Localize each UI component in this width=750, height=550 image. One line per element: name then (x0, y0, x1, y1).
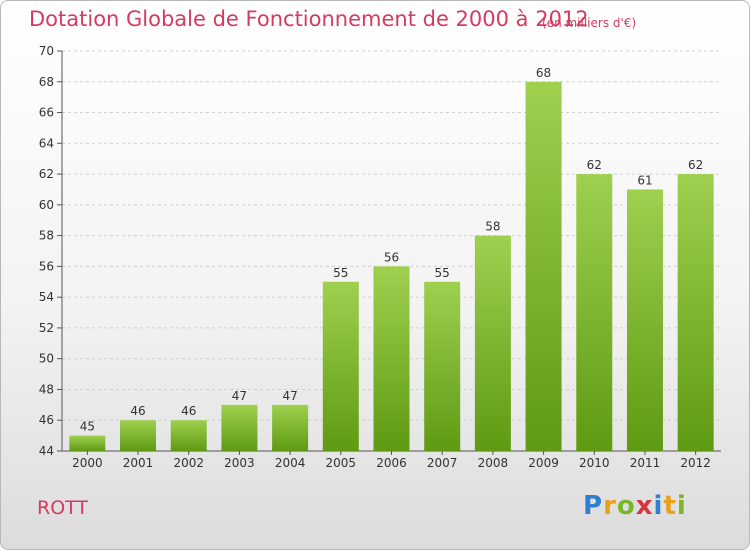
chart-subtitle: (en milliers d'€) (542, 16, 637, 30)
bar (221, 404, 258, 451)
bar-value-label: 46 (130, 404, 145, 418)
x-tick-label: 2001 (123, 456, 154, 470)
bar (626, 189, 663, 451)
proxiti-logo: Proxiti (583, 491, 687, 521)
bar (424, 281, 461, 451)
x-tick-label: 2005 (326, 456, 357, 470)
bar (525, 81, 562, 452)
x-tick-label: 2008 (478, 456, 509, 470)
bars (69, 81, 714, 452)
chart-title: Dotation Globale de Fonctionnement de 20… (29, 7, 589, 31)
x-tick-label: 2012 (680, 456, 711, 470)
labels: 45 2000 46 2001 46 2002 47 2003 47 2004 55 2005 56 20… (72, 66, 711, 470)
x-tick-label: 2006 (376, 456, 407, 470)
bar-value-label: 68 (536, 66, 551, 80)
x-tick-label: 2009 (528, 456, 559, 470)
bar (69, 435, 106, 451)
x-tick-label: 2010 (579, 456, 610, 470)
y-tick-label: 52 (39, 321, 54, 335)
bar (322, 281, 359, 451)
y-tick-label: 50 (39, 352, 54, 366)
bar-value-label: 46 (181, 404, 196, 418)
bar-value-label: 45 (80, 420, 95, 434)
bar-value-label: 61 (637, 173, 652, 187)
y-tick-label: 70 (39, 44, 54, 58)
bar (120, 420, 157, 451)
y-tick-label: 62 (39, 167, 54, 181)
y-tick-label: 68 (39, 75, 54, 89)
y-tick-label: 58 (39, 229, 54, 243)
bar (373, 266, 410, 451)
bar (677, 174, 714, 452)
commune-name: ROTT (37, 497, 89, 519)
bar (474, 235, 511, 451)
bar-value-label: 47 (232, 389, 247, 403)
y-tick-label: 46 (39, 413, 54, 427)
x-tick-label: 2004 (275, 456, 306, 470)
bar-value-label: 55 (333, 266, 348, 280)
y-tick-label: 60 (39, 198, 54, 212)
bar-value-label: 55 (435, 266, 450, 280)
y-tick-label: 64 (39, 136, 54, 150)
bar-value-label: 62 (587, 158, 602, 172)
bar-value-label: 56 (384, 250, 399, 264)
y-tick-label: 54 (39, 290, 54, 304)
bar (272, 404, 309, 451)
bar-value-label: 47 (282, 389, 297, 403)
x-tick-label: 2011 (630, 456, 661, 470)
y-tick-label: 48 (39, 382, 54, 396)
y-tick-label: 66 (39, 106, 54, 120)
bar-value-label: 62 (688, 158, 703, 172)
x-tick-label: 2002 (173, 456, 204, 470)
x-tick-label: 2007 (427, 456, 458, 470)
bar (576, 174, 613, 452)
bar (170, 420, 207, 451)
x-tick-label: 2000 (72, 456, 103, 470)
y-tick-label: 56 (39, 259, 54, 273)
y-tick-label: 44 (39, 444, 54, 458)
bar-value-label: 58 (485, 220, 500, 234)
x-tick-label: 2003 (224, 456, 255, 470)
